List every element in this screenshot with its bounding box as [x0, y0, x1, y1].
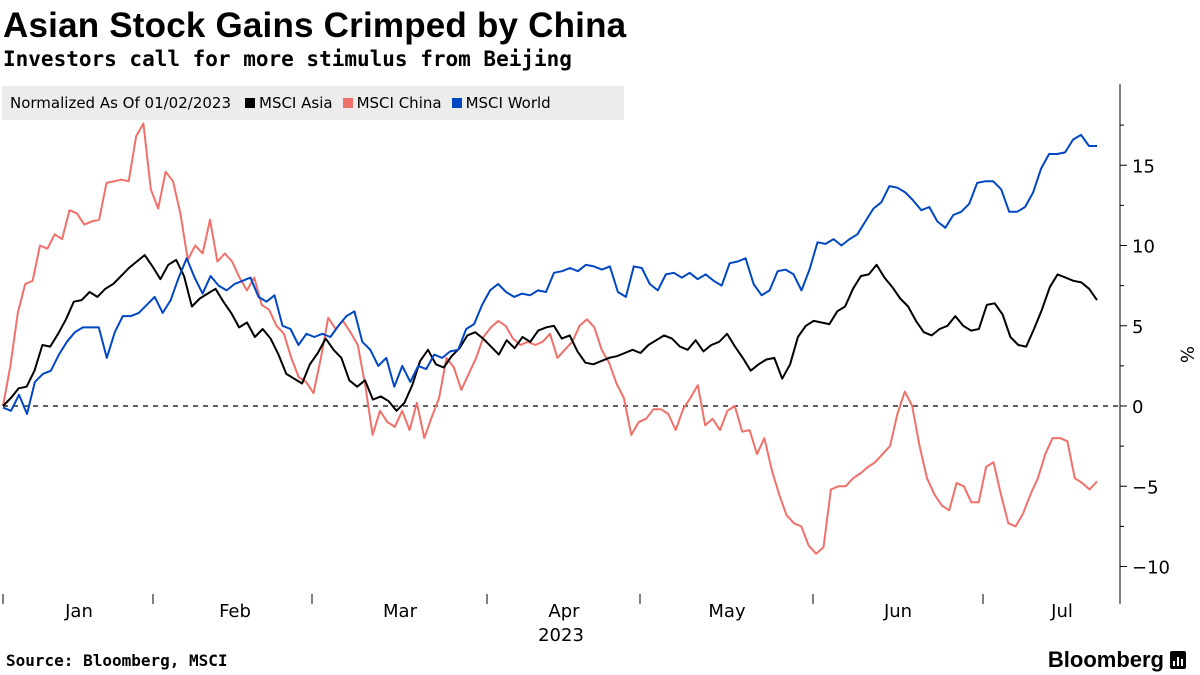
chart-legend: Normalized As Of 01/02/2023 MSCI Asia MS…	[2, 86, 624, 120]
legend-label-msci-china: MSCI China	[356, 94, 442, 112]
x-tick-label: Apr	[548, 601, 580, 622]
x-tick-label: Jun	[883, 601, 912, 622]
x-tick-label: May	[708, 601, 746, 622]
legend-label-msci-world: MSCI World	[465, 94, 551, 112]
series-line-msci-china	[2, 122, 1098, 555]
legend-swatch-msci-asia	[245, 98, 255, 108]
brand-logo: Bloomberg	[1048, 647, 1186, 673]
y-tick-label: −10	[1132, 558, 1170, 579]
legend-item-msci-china: MSCI China	[342, 94, 442, 112]
source-note: Source: Bloomberg, MSCI	[6, 651, 228, 670]
x-year-label: 2023	[538, 625, 584, 646]
legend-item-msci-asia: MSCI Asia	[245, 94, 333, 112]
series-line-msci-world	[2, 133, 1097, 415]
legend-label-msci-asia: MSCI Asia	[259, 94, 333, 112]
y-tick-label: 5	[1132, 317, 1143, 338]
x-tick-label: Jan	[64, 601, 93, 622]
legend-item-msci-world: MSCI World	[451, 94, 551, 112]
legend-swatch-msci-world	[451, 98, 462, 108]
x-tick-label: Jul	[1050, 601, 1073, 622]
y-axis-unit-label: %	[1176, 346, 1197, 363]
chart-title: Asian Stock Gains Crimped by China	[3, 6, 627, 45]
legend-swatch-msci-china	[342, 98, 353, 108]
y-tick-label: 10	[1132, 237, 1155, 258]
y-tick-label: 15	[1132, 156, 1155, 177]
series-line-msci-asia	[2, 254, 1098, 412]
bloomberg-terminal-icon	[1170, 651, 1186, 669]
brand-name: Bloomberg	[1047, 647, 1164, 672]
y-tick-label: 0	[1132, 397, 1143, 418]
x-tick-label: Mar	[383, 601, 418, 622]
y-tick-label: −5	[1132, 477, 1159, 498]
x-tick-label: Feb	[219, 601, 251, 622]
chart-subtitle: Investors call for more stimulus from Be…	[3, 47, 572, 71]
legend-note: Normalized As Of 01/02/2023	[10, 94, 231, 112]
